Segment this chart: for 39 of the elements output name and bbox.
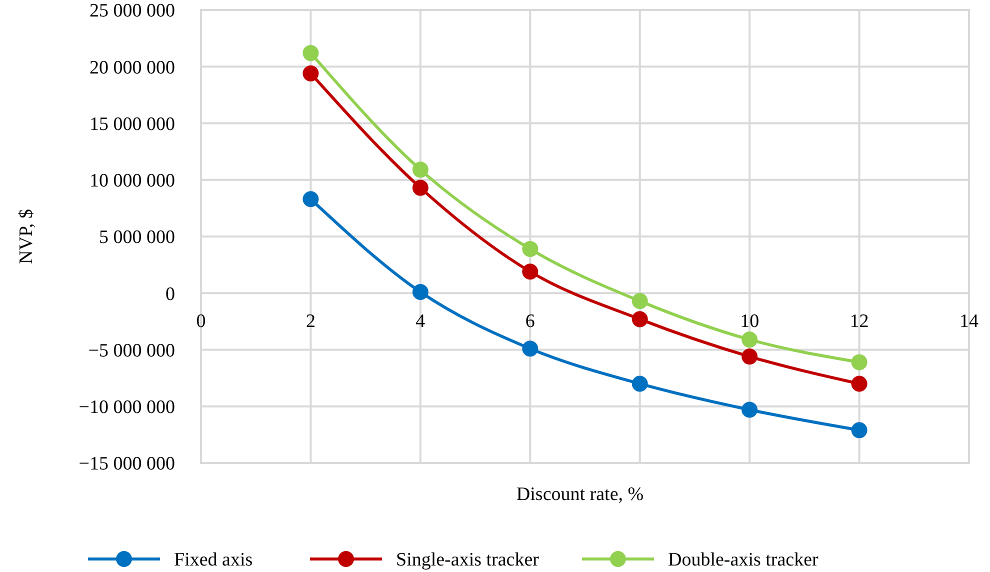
x-tick-label: 4 <box>416 311 426 332</box>
x-tick-label: 14 <box>960 311 979 332</box>
point <box>742 332 758 348</box>
point <box>632 376 648 392</box>
x-tick-label: 10 <box>740 311 760 332</box>
x-tick-label: 12 <box>850 311 869 332</box>
y-tick-label: −5 000 000 <box>88 340 175 362</box>
point <box>851 376 868 392</box>
point <box>522 264 538 280</box>
legend-label: Fixed axis <box>174 550 253 571</box>
y-tick-label: 10 000 000 <box>90 170 175 192</box>
y-tick-label: 25 000 000 <box>90 0 175 22</box>
point <box>302 65 319 82</box>
y-tick-label: −15 000 000 <box>78 454 175 475</box>
point <box>412 284 428 300</box>
point <box>851 354 868 370</box>
y-tick-label: 20 000 000 <box>90 57 175 78</box>
legend-label: Double-axis tracker <box>668 550 820 571</box>
point <box>522 240 538 257</box>
point <box>302 45 319 62</box>
legend-label: Single-axis tracker <box>396 550 540 571</box>
y-tick-label: 5 000 000 <box>99 227 175 248</box>
point <box>742 348 758 365</box>
point <box>632 293 648 310</box>
x-axis-title: Discount rate, % <box>516 484 644 505</box>
point <box>412 180 428 196</box>
point <box>302 191 319 208</box>
y-tick-label: −10 000 000 <box>78 397 175 418</box>
y-axis-title: NVP, $ <box>16 209 37 264</box>
x-tick-label: 6 <box>525 311 535 332</box>
point <box>522 340 538 357</box>
y-tick-label: 0 <box>166 284 175 305</box>
point <box>632 311 648 328</box>
point <box>851 422 868 438</box>
y-tick-label: 15 000 000 <box>90 114 175 135</box>
x-tick-label: 2 <box>306 311 316 332</box>
point <box>742 402 758 418</box>
point <box>412 162 428 178</box>
x-tick-label: 0 <box>196 311 206 332</box>
